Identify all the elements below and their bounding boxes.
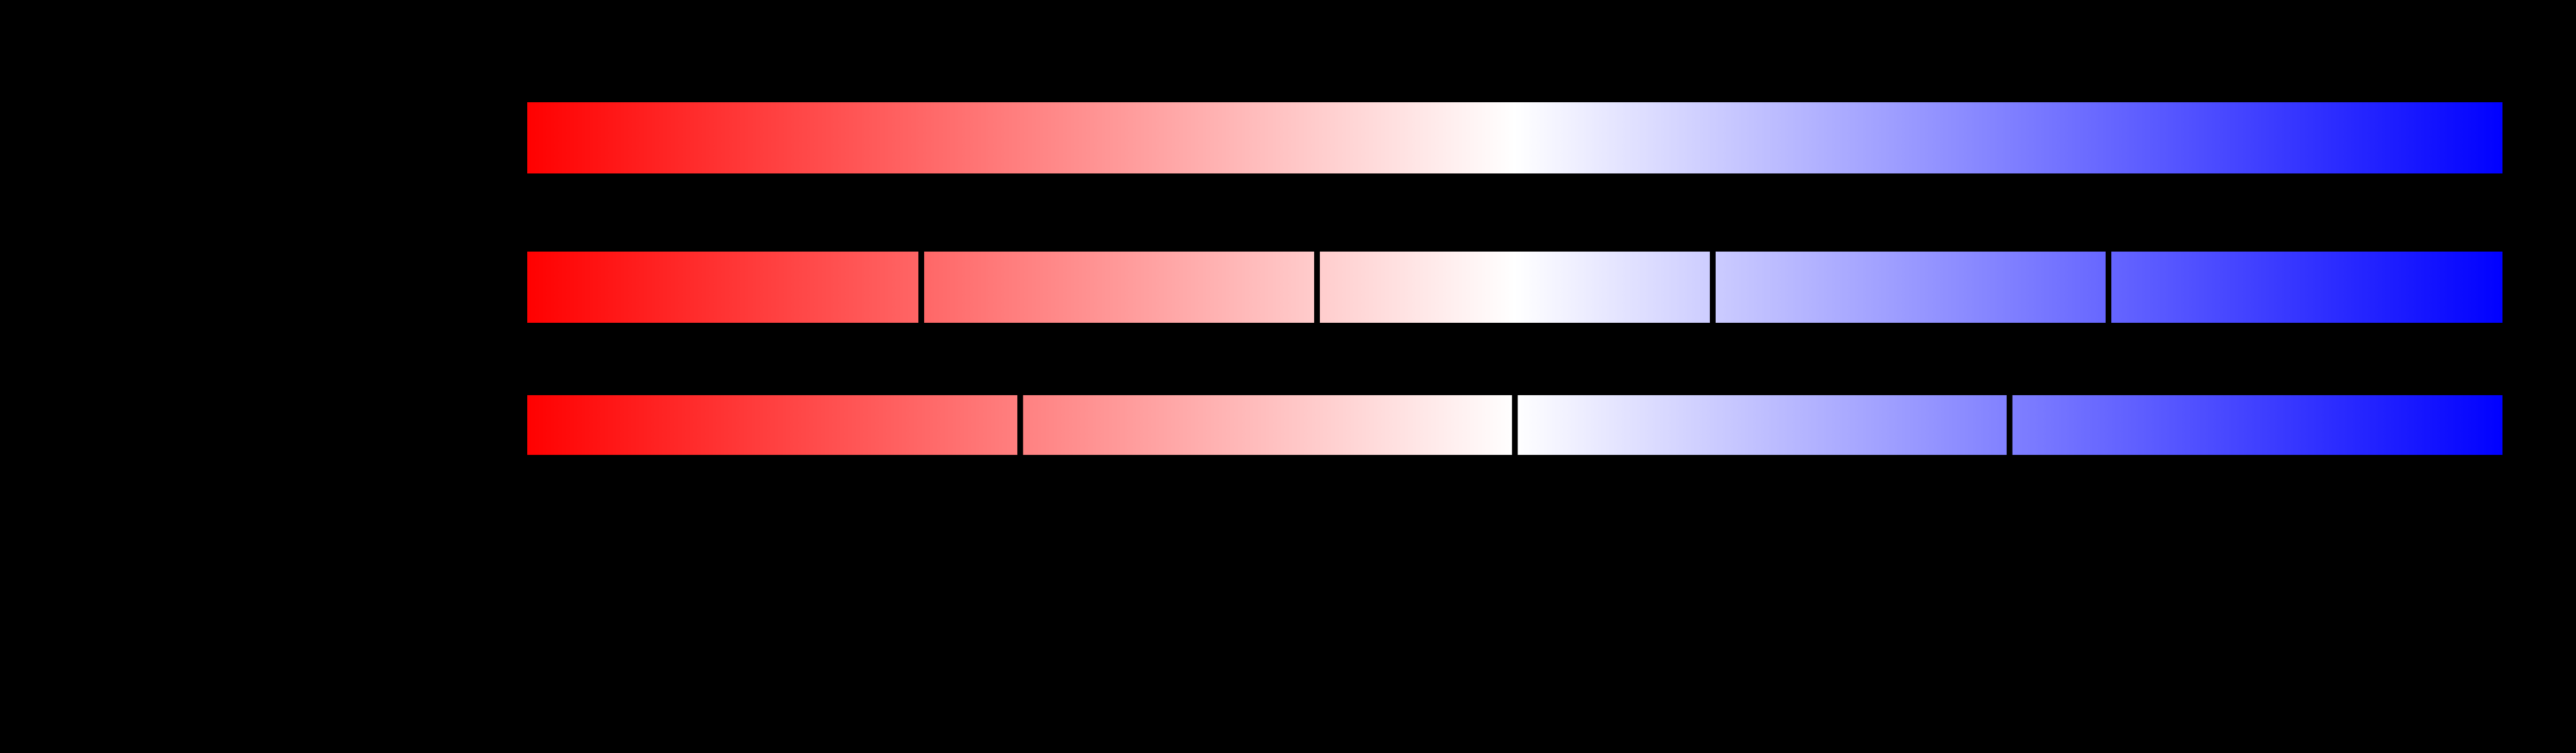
colorbar-0 — [526, 101, 2504, 175]
colorbar-1 — [526, 250, 2504, 325]
divider — [1017, 393, 1023, 457]
colorbar-chart — [0, 0, 2576, 753]
colorbar-2 — [526, 393, 2504, 457]
divider — [2106, 250, 2111, 325]
divider — [1710, 250, 1716, 325]
divider — [918, 250, 924, 325]
divider — [1314, 250, 1320, 325]
divider — [2007, 393, 2013, 457]
divider — [1512, 393, 1518, 457]
